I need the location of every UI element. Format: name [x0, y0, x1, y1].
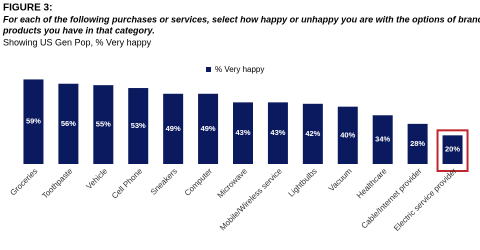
x-tick-label: Toothpaste [40, 166, 74, 200]
x-tick-label: Mobile/Wireless service [218, 166, 284, 232]
x-tick-label: Cell Phone [110, 166, 144, 200]
data-label: 40% [340, 130, 355, 139]
data-label: 42% [305, 129, 320, 138]
legend-swatch [206, 67, 211, 72]
data-label: 43% [235, 128, 250, 137]
chart-title: FIGURE 3: [3, 3, 52, 14]
x-tick-label: Vehicle [85, 166, 110, 191]
bar [442, 135, 463, 164]
data-label: 56% [61, 119, 76, 128]
x-tick-label: Computer [183, 166, 214, 197]
x-tick-label: Cable/Internet provider [360, 166, 424, 230]
x-tick-label: Lightbulbs [287, 167, 319, 199]
legend-label: % Very happy [215, 65, 264, 74]
bar [233, 102, 253, 164]
data-label: 49% [166, 124, 181, 133]
highlight-box [436, 129, 469, 172]
x-tick-label: Vacuum [327, 166, 354, 193]
chart-subtitle: For each of the following purchases or s… [3, 14, 480, 24]
data-label: 53% [131, 121, 146, 130]
bar [128, 88, 149, 164]
x-tick-label: Groceries [8, 167, 39, 198]
data-label: 55% [96, 120, 111, 129]
bar [58, 83, 79, 164]
bar [163, 93, 184, 164]
bar [23, 79, 44, 164]
data-label: 59% [26, 117, 41, 126]
bar [93, 85, 114, 164]
data-label: 28% [410, 139, 425, 148]
x-tick-label: Healthcare [355, 166, 389, 200]
data-label: 34% [375, 135, 390, 144]
bar [302, 103, 323, 164]
x-tick-label: Microwave [216, 166, 250, 200]
data-label: 20% [445, 145, 460, 154]
chart-note: Showing US Gen Pop, % Very happy [3, 37, 152, 47]
x-tick-label: Electric service provider [392, 166, 459, 233]
data-label: 49% [201, 124, 216, 133]
chart-subtitle: products you have in that category. [2, 25, 155, 35]
bar [198, 93, 219, 164]
bar [337, 106, 358, 164]
bar [407, 123, 428, 164]
x-tick-label: Sneakers [149, 167, 179, 197]
data-label: 43% [270, 128, 285, 137]
bar [372, 115, 393, 164]
bar [267, 102, 288, 164]
